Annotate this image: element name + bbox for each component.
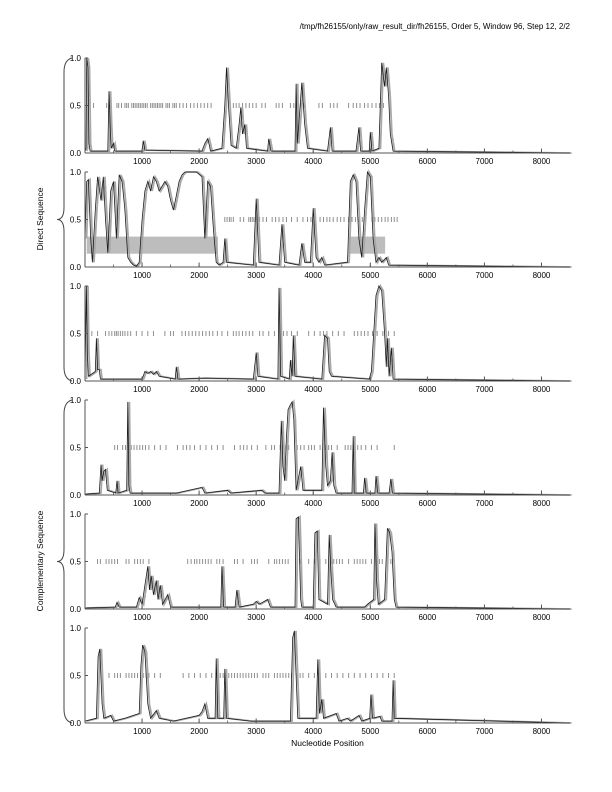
probability-trace xyxy=(84,170,571,268)
x-tick-label: 1000 xyxy=(133,157,151,166)
probability-trace xyxy=(84,285,571,382)
y-tick-label: 1.0 xyxy=(70,396,82,405)
x-tick-label: 5000 xyxy=(361,613,379,622)
x-tick-label: 7000 xyxy=(476,157,494,166)
x-tick-label: 4000 xyxy=(304,499,322,508)
complementary-sequence-label: Complementary Sequence xyxy=(35,510,45,612)
x-tick-label: 3000 xyxy=(247,271,265,280)
y-tick-label: 0.0 xyxy=(70,263,82,272)
y-tick-label: 1.0 xyxy=(70,54,82,63)
probability-trace xyxy=(84,57,571,154)
x-tick-label: 3000 xyxy=(247,385,265,394)
x-tick-label: 5000 xyxy=(361,499,379,508)
x-tick-label: 8000 xyxy=(533,613,551,622)
y-tick-label: 0.0 xyxy=(70,719,82,728)
y-tick-label: 1.0 xyxy=(70,282,82,291)
y-tick-label: 0.5 xyxy=(70,444,82,453)
x-tick-label: 7000 xyxy=(476,499,494,508)
probability-trace xyxy=(84,400,571,496)
x-tick-label: 8000 xyxy=(533,271,551,280)
x-tick-label: 6000 xyxy=(418,613,436,622)
x-tick-label: 1000 xyxy=(133,613,151,622)
x-tick-label: 2000 xyxy=(190,385,208,394)
x-tick-label: 1000 xyxy=(133,499,151,508)
x-tick-label: 3000 xyxy=(247,499,265,508)
panel-complementary-frame-3: 0.0 0.5 1.0 1000 2000 3000 4000 5000 6000 7000 800… xyxy=(70,624,572,736)
x-tick-label: 4000 xyxy=(304,727,322,736)
x-tick-label: 6000 xyxy=(418,271,436,280)
x-tick-label: 1000 xyxy=(133,385,151,394)
x-tick-label: 6000 xyxy=(418,157,436,166)
x-tick-label: 6000 xyxy=(418,727,436,736)
y-tick-label: 0.0 xyxy=(70,377,82,386)
y-tick-label: 0.0 xyxy=(70,605,82,614)
gene-region-bar xyxy=(86,236,218,254)
panel-direct-frame-2: 0.0 0.5 1.0 1000 2000 3000 4000 5000 6000 7000 800… xyxy=(70,168,572,280)
x-tick-label: 7000 xyxy=(476,613,494,622)
probability-trace xyxy=(84,630,571,724)
x-tick-label: 3000 xyxy=(247,157,265,166)
direct-group-brace xyxy=(56,57,73,382)
y-tick-label: 0.5 xyxy=(70,102,82,111)
x-tick-label: 2000 xyxy=(190,613,208,622)
panel-direct-frame-1: 0.0 0.5 1.0 1000 2000 3000 4000 5000 6000 7000 800… xyxy=(70,54,572,166)
x-tick-label: 4000 xyxy=(304,271,322,280)
direct-sequence-label: Direct Sequence xyxy=(35,187,45,251)
x-tick-label: 7000 xyxy=(476,727,494,736)
x-tick-label: 7000 xyxy=(476,385,494,394)
x-tick-label: 7000 xyxy=(476,271,494,280)
x-tick-label: 8000 xyxy=(533,727,551,736)
x-tick-label: 1000 xyxy=(133,727,151,736)
probability-trace xyxy=(84,516,571,610)
x-tick-label: 4000 xyxy=(304,613,322,622)
y-tick-label: 1.0 xyxy=(70,168,82,177)
panel-complementary-frame-1: 0.0 0.5 1.0 1000 2000 3000 4000 5000 6000 7000 800… xyxy=(70,396,572,508)
x-tick-label: 8000 xyxy=(533,157,551,166)
probability-trace-shadow xyxy=(86,515,572,610)
x-axis-title: Nucleotide Position xyxy=(291,738,364,748)
probability-trace-shadow xyxy=(86,630,572,724)
x-tick-label: 2000 xyxy=(190,271,208,280)
x-tick-label: 5000 xyxy=(361,385,379,394)
x-tick-label: 5000 xyxy=(361,271,379,280)
probability-trace-shadow xyxy=(86,399,572,496)
x-tick-label: 3000 xyxy=(247,613,265,622)
x-tick-label: 4000 xyxy=(304,385,322,394)
y-tick-label: 0.0 xyxy=(70,149,82,158)
x-tick-label: 4000 xyxy=(304,157,322,166)
y-tick-label: 0.5 xyxy=(70,330,82,339)
x-tick-label: 8000 xyxy=(533,385,551,394)
gene-region-bar xyxy=(349,236,386,254)
x-tick-label: 6000 xyxy=(418,499,436,508)
y-tick-label: 0.0 xyxy=(70,491,82,500)
plot-title: /tmp/fh26155/only/raw_result_dir/fh26155… xyxy=(299,22,570,31)
x-tick-label: 5000 xyxy=(361,157,379,166)
x-tick-label: 1000 xyxy=(133,271,151,280)
x-tick-label: 6000 xyxy=(418,385,436,394)
y-tick-label: 0.5 xyxy=(70,216,82,225)
y-tick-label: 0.5 xyxy=(70,672,82,681)
panel-complementary-frame-2: 0.0 0.5 1.0 1000 2000 3000 4000 5000 6000 7000 800… xyxy=(70,510,572,622)
y-tick-label: 1.0 xyxy=(70,624,82,633)
x-tick-label: 5000 xyxy=(361,727,379,736)
panel-direct-frame-3: 0.0 0.5 1.0 1000 2000 3000 4000 5000 6000 7000 800… xyxy=(70,282,572,394)
y-tick-label: 0.5 xyxy=(70,558,82,567)
complementary-group-brace xyxy=(56,399,73,724)
x-tick-label: 2000 xyxy=(190,499,208,508)
y-tick-label: 1.0 xyxy=(70,510,82,519)
x-tick-label: 8000 xyxy=(533,499,551,508)
x-tick-label: 2000 xyxy=(190,727,208,736)
x-tick-label: 3000 xyxy=(247,727,265,736)
x-tick-label: 2000 xyxy=(190,157,208,166)
